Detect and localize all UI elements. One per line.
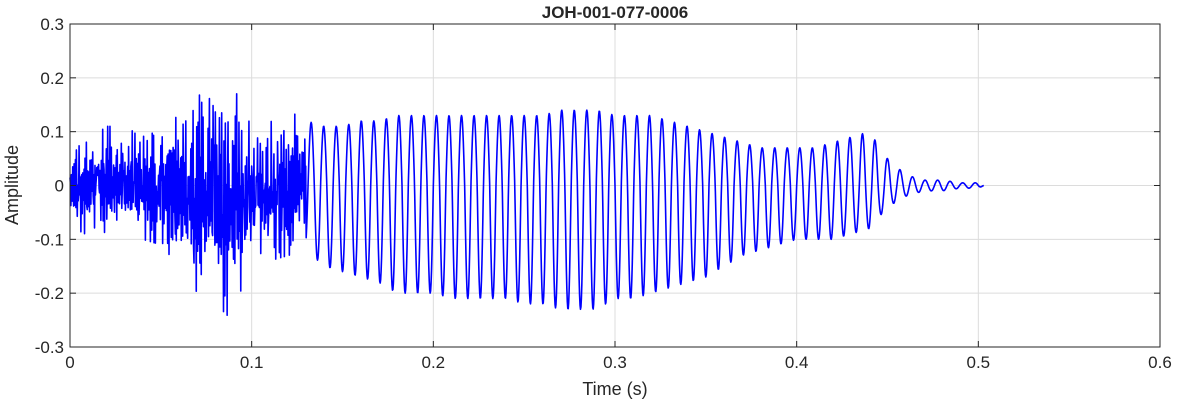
y-axis-label: Amplitude — [2, 145, 22, 225]
y-tick-label: -0.2 — [35, 284, 64, 303]
y-tick-label: 0.1 — [40, 123, 64, 142]
y-tick-label: 0 — [55, 177, 64, 196]
y-axis-ticks: -0.3 -0.2 -0.1 0 0.1 0.2 0.3 — [35, 15, 1160, 357]
y-tick-label: -0.1 — [35, 230, 64, 249]
x-tick-label: 0.2 — [422, 353, 446, 372]
x-tick-label: 0.5 — [967, 353, 991, 372]
x-tick-label: 0 — [65, 353, 74, 372]
x-tick-label: 0.1 — [240, 353, 264, 372]
x-tick-label: 0.4 — [785, 353, 809, 372]
chart-title: JOH-001-077-0006 — [542, 3, 688, 22]
x-tick-label: 0.3 — [603, 353, 627, 372]
waveform-series — [69, 93, 985, 317]
x-tick-label: 0.6 — [1148, 353, 1172, 372]
y-tick-label: 0.3 — [40, 15, 64, 34]
x-axis-label: Time (s) — [582, 379, 647, 399]
y-tick-label: 0.2 — [40, 69, 64, 88]
y-tick-label: -0.3 — [35, 338, 64, 357]
waveform-line — [69, 93, 985, 317]
x-axis-ticks: 0 0.1 0.2 0.3 0.4 0.5 0.6 — [65, 24, 1172, 372]
